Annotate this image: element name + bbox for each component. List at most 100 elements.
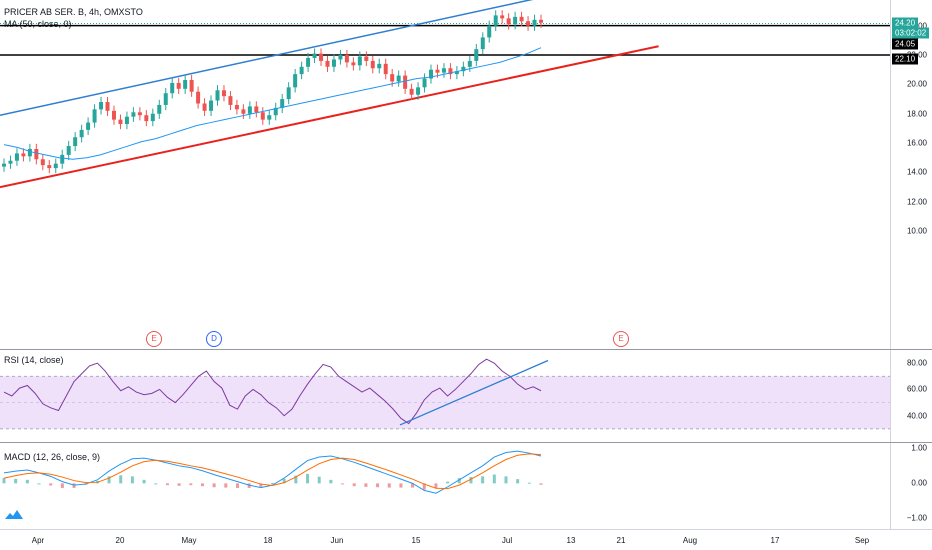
time-axis[interactable]: Apr 20 May 18 Jun 15 Jul 13 21 Aug 17 Sep [0,530,890,550]
macd-axis[interactable]: 1.00 0.00 −1.00 [890,443,932,529]
candle-body [170,82,175,94]
macd-histogram-bar [49,483,53,486]
macd-histogram-bar [119,475,123,484]
ma50-line [3,47,542,160]
time-axis-label: Aug [682,536,698,545]
candle-body [357,56,362,66]
macd-histogram-bar [37,483,41,485]
candle-body [454,71,459,75]
candle-body [92,109,97,123]
candle-body [325,60,330,67]
candle-body [306,57,311,67]
macd-axis-label: 1.00 [911,443,927,453]
candle-body [390,74,395,82]
candle-body [409,88,414,95]
candle-body [40,159,45,166]
candle-body [66,146,71,155]
price-axis-label: 18.00 [906,109,927,119]
candle-body [196,91,201,104]
rsi-axis-label: 80.00 [906,358,927,368]
candle-body [331,59,336,67]
macd-histogram-bar [247,483,251,488]
macd-histogram-bar [434,483,438,489]
macd-histogram-bar [294,475,298,484]
ma-legend: MA (50, close, 0) [4,19,72,29]
signal-line [3,453,542,490]
symbol-title: PRICER AB SER. B, 4h, OMXSTO [4,7,143,17]
candle-body [21,153,26,157]
pane-separator[interactable] [0,442,932,443]
macd-histogram-bar [446,481,450,484]
candle-body [99,102,104,110]
time-axis-label: 20 [115,536,125,545]
candle-body [461,66,466,72]
rsi-axis[interactable]: 80.00 60.00 40.00 [890,350,932,442]
price-axis-label: 12.00 [906,197,927,207]
time-axis-label: 18 [263,536,273,545]
candle-body [202,103,207,111]
candle-body [383,63,388,75]
macd-histogram-bar [142,479,146,484]
earnings-event-icon[interactable]: E [146,331,162,347]
time-axis-label: Jun [330,536,344,545]
time-axis-label: Apr [31,536,45,545]
time-axis-label: Sep [854,536,870,545]
candle-body [513,16,518,25]
time-axis-label: 15 [411,536,421,545]
candle-body [267,115,272,120]
candle-body [34,148,39,160]
rsi-line [3,358,542,425]
candle-body [234,104,239,110]
macd-histogram-bar [259,483,263,487]
candle-body [241,109,246,114]
dividend-event-icon[interactable]: D [206,331,222,347]
rsi-axis-label: 60.00 [906,384,927,394]
macd-histogram-bar [282,478,286,484]
candle-body [86,122,91,130]
candle-body [215,90,220,101]
candle-body [280,99,285,108]
macd-histogram-bar [224,483,228,488]
price-axis-label: 20.00 [906,79,927,89]
macd-histogram-bar [189,483,193,486]
macd-histogram-bar [387,483,391,488]
rsi-axis-label: 40.00 [906,411,927,421]
candle-body [254,106,259,113]
rsi-legend: RSI (14, close) [4,355,64,365]
rsi-trend-line [399,359,549,426]
macd-histogram-bar [504,476,508,484]
candle-body [131,112,136,117]
macd-histogram-bar [411,483,415,488]
candle-body [500,15,505,19]
candle-body [422,78,427,88]
candle-body [519,16,524,22]
candle-body [260,112,265,120]
price-tag: 03:02:02 [892,27,930,39]
candle-body [124,116,129,125]
time-axis-label: 13 [566,536,576,545]
candle-body [364,56,369,61]
macd-histogram-bar [271,483,274,485]
candle-body [441,68,446,73]
macd-histogram-bar [376,483,380,488]
candle-body [293,74,298,88]
candle-body [344,55,349,63]
macd-histogram-bar [481,476,485,484]
macd-histogram-bar [352,483,356,487]
candle-body [286,87,291,100]
candle-body [403,75,408,89]
macd-histogram-bar [516,479,520,484]
candle-body [228,96,233,105]
candle-body [493,15,498,26]
time-axis-label: May [181,536,197,545]
pane-separator[interactable] [0,349,932,350]
candle-body [221,90,226,97]
macd-histogram-bar [527,482,531,484]
price-axis[interactable]: 30.0028.0026.0024.0022.0020.0018.0016.00… [890,0,932,349]
tradingview-logo-icon[interactable] [4,506,24,522]
macd-histogram-bar [72,483,76,488]
macd-legend: MACD (12, 26, close, 9) [4,452,101,462]
macd-histogram-bar [2,478,6,484]
earnings-event-icon[interactable]: E [613,331,629,347]
